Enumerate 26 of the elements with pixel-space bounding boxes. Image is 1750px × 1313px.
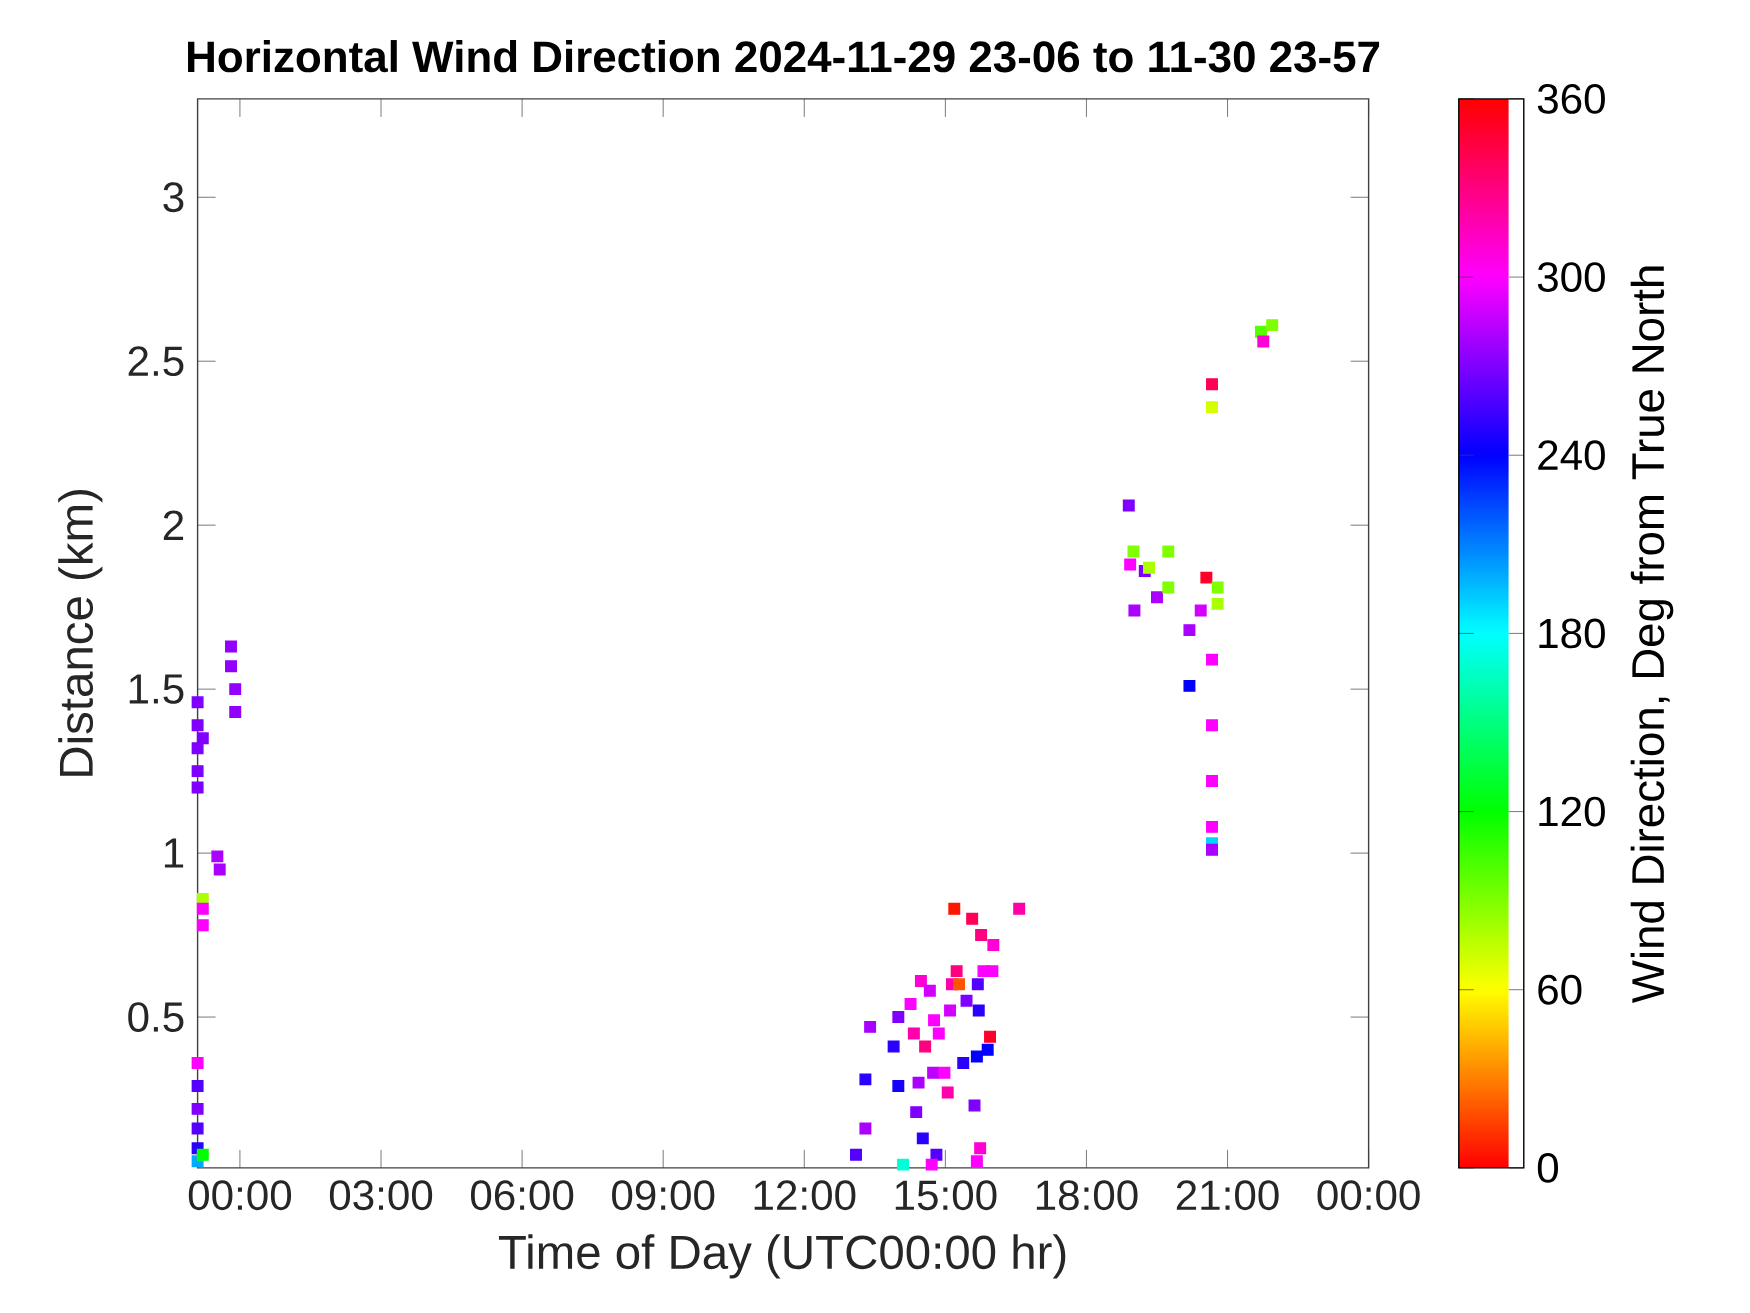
x-axis-title: Time of Day (UTC00:00 hr)	[498, 1234, 1066, 1279]
x-tick-label: 21:00	[1176, 1180, 1279, 1211]
color-bar-label: 360	[1537, 83, 1605, 114]
x-tick-label: 09:00	[612, 1180, 715, 1211]
y-tick-label: 2	[163, 510, 184, 540]
x-tick-label: 06:00	[470, 1180, 574, 1211]
color-bar-title: Wind Direction, Deg from True North	[1630, 266, 1674, 1004]
y-tick-label: 1	[164, 838, 184, 868]
x-tick-label: 03:00	[329, 1180, 433, 1211]
y-axis-title: Distance (km)	[58, 490, 103, 776]
y-tick-label: 0.5	[128, 1002, 184, 1032]
x-tick-label: 12:00	[754, 1180, 856, 1211]
y-tick-label: 2.5	[128, 346, 184, 377]
color-bar-label: 300	[1537, 262, 1605, 292]
x-tick-label: 00:00	[188, 1180, 292, 1211]
color-bar-label: 240	[1538, 440, 1605, 471]
x-tick-label: 00:00	[1317, 1180, 1420, 1211]
x-tick-label: 18:00	[1036, 1180, 1138, 1211]
color-bar-label: 0	[1537, 1152, 1559, 1183]
y-tick-label: 1.5	[129, 674, 184, 704]
chart-title: Horizontal Wind Direction 2024-11-29 23-06 to 11-30 23-57	[188, 40, 1380, 73]
color-bar-label: 180	[1539, 618, 1605, 649]
color-bar-label: 120	[1539, 796, 1605, 827]
x-tick-label: 15:00	[895, 1180, 997, 1211]
y-tick-label: 3	[163, 182, 184, 213]
color-bar-label: 60	[1538, 974, 1582, 1005]
